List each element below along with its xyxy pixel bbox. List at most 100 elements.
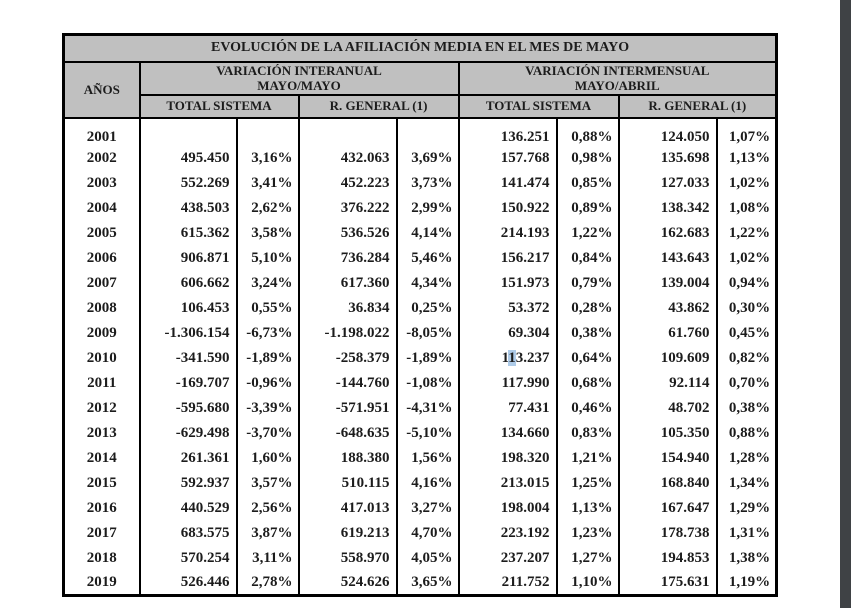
value-cell: 606.662 xyxy=(138,270,238,296)
value-cell: -1.198.022 xyxy=(297,320,398,346)
value-cell: 157.768 xyxy=(457,145,558,171)
percent-cell: 4,05% xyxy=(395,545,460,571)
value-cell: 141.474 xyxy=(457,170,558,196)
interanual-regimen-general-header: R. GENERAL (1) xyxy=(297,93,460,119)
table-row: 2001 136.251 0,88% 124.050 1,07% xyxy=(62,117,778,146)
value-cell xyxy=(297,117,398,146)
percent-cell: 4,14% xyxy=(395,220,460,246)
percent-cell: 3,11% xyxy=(235,545,300,571)
value-cell: -1.306.154 xyxy=(138,320,238,346)
value-cell: 213.015 xyxy=(457,470,558,496)
affiliation-evolution-table: EVOLUCIÓN DE LA AFILIACIÓN MEDIA EN EL M… xyxy=(62,33,779,598)
percent-cell: 0,46% xyxy=(555,395,620,421)
percent-cell: 1,21% xyxy=(555,445,620,471)
percent-cell: 1,29% xyxy=(715,495,778,521)
percent-cell: 3,57% xyxy=(235,470,300,496)
percent-cell: 1,22% xyxy=(555,220,620,246)
percent-cell: -3,39% xyxy=(235,395,300,421)
value-cell: 113.237 xyxy=(457,345,558,371)
value-cell: 432.063 xyxy=(297,145,398,171)
percent-cell: 0,84% xyxy=(555,245,620,271)
value-cell: -648.635 xyxy=(297,420,398,446)
value-cell: 438.503 xyxy=(138,195,238,221)
value-cell: 214.193 xyxy=(457,220,558,246)
text-selection-highlight: 1 xyxy=(508,349,516,366)
year-cell: 2006 xyxy=(62,245,141,271)
vertical-scrollbar[interactable] xyxy=(840,0,851,608)
percent-cell: 3,24% xyxy=(235,270,300,296)
percent-cell: -0,96% xyxy=(235,370,300,396)
year-cell: 2014 xyxy=(62,445,141,471)
value-cell: 167.647 xyxy=(617,495,718,521)
value-cell: -571.951 xyxy=(297,395,398,421)
percent-cell: 1,08% xyxy=(715,195,778,221)
value-cell: 168.840 xyxy=(617,470,718,496)
value-cell: 188.380 xyxy=(297,445,398,471)
percent-cell: 1,02% xyxy=(715,170,778,196)
percent-cell: 0,64% xyxy=(555,345,620,371)
table-row: 2018 570.254 3,11% 558.970 4,05% 237.207 1,27%… xyxy=(62,545,778,571)
percent-cell: 1,38% xyxy=(715,545,778,571)
percent-cell: -3,70% xyxy=(235,420,300,446)
table-row: 2004 438.503 2,62% 376.222 2,99% 150.922 0,89%… xyxy=(62,195,778,221)
percent-cell: 5,46% xyxy=(395,245,460,271)
percent-cell: 1,10% xyxy=(555,570,620,596)
value-cell: 194.853 xyxy=(617,545,718,571)
value-cell: 92.114 xyxy=(617,370,718,396)
table-row: 2006 906.871 5,10% 736.284 5,46% 156.217 0,84%… xyxy=(62,245,778,271)
percent-cell: 0,88% xyxy=(555,117,620,146)
value-cell: 452.223 xyxy=(297,170,398,196)
percent-cell: 3,65% xyxy=(395,570,460,596)
value-cell: 150.922 xyxy=(457,195,558,221)
percent-cell: 1,02% xyxy=(715,245,778,271)
table-row: 2019 526.446 2,78% 524.626 3,65% 211.752 1,10%… xyxy=(62,570,778,596)
value-cell: 53.372 xyxy=(457,295,558,321)
value-cell: 162.683 xyxy=(617,220,718,246)
value-cell: 570.254 xyxy=(138,545,238,571)
value-cell: 376.222 xyxy=(297,195,398,221)
percent-cell: 4,70% xyxy=(395,520,460,546)
percent-cell: -5,10% xyxy=(395,420,460,446)
year-cell: 2004 xyxy=(62,195,141,221)
table-row: 2016 440.529 2,56% 417.013 3,27% 198.004 1,13%… xyxy=(62,495,778,521)
percent-cell: 3,16% xyxy=(235,145,300,171)
value-cell: 43.862 xyxy=(617,295,718,321)
value-cell: 211.752 xyxy=(457,570,558,596)
value-cell: -258.379 xyxy=(297,345,398,371)
year-cell: 2012 xyxy=(62,395,141,421)
intermensual-group-line1: VARIACIÓN INTERMENSUAL xyxy=(525,62,710,78)
intermensual-regimen-general-header: R. GENERAL (1) xyxy=(617,93,778,119)
percent-cell: 3,27% xyxy=(395,495,460,521)
intermensual-total-sistema-header: TOTAL SISTEMA xyxy=(457,93,620,119)
intermensual-group-header: VARIACIÓN INTERMENSUAL MAYO/ABRIL xyxy=(457,60,778,96)
year-cell: 2019 xyxy=(62,570,141,596)
value-cell: 495.450 xyxy=(138,145,238,171)
year-cell: 2013 xyxy=(62,420,141,446)
percent-cell: 3,69% xyxy=(395,145,460,171)
year-cell: 2005 xyxy=(62,220,141,246)
interanual-total-sistema-header: TOTAL SISTEMA xyxy=(138,93,300,119)
intermensual-group-line2: MAYO/ABRIL xyxy=(574,78,660,94)
value-cell: 524.626 xyxy=(297,570,398,596)
value-cell: 198.320 xyxy=(457,445,558,471)
table-row: 2015 592.937 3,57% 510.115 4,16% 213.015 1,25%… xyxy=(62,470,778,496)
table-row: 2003 552.269 3,41% 452.223 3,73% 141.474 0,85%… xyxy=(62,170,778,196)
year-cell: 2001 xyxy=(62,117,141,146)
value-cell: 683.575 xyxy=(138,520,238,546)
percent-cell: -6,73% xyxy=(235,320,300,346)
year-cell: 2016 xyxy=(62,495,141,521)
percent-cell: -4,31% xyxy=(395,395,460,421)
percent-cell: 0,25% xyxy=(395,295,460,321)
table-row: 2009 -1.306.154 -6,73% -1.198.022 -8,05% 69.3… xyxy=(62,320,778,346)
value-cell: 237.207 xyxy=(457,545,558,571)
table-row: 2005 615.362 3,58% 536.526 4,14% 214.193 1,22%… xyxy=(62,220,778,246)
table-title: EVOLUCIÓN DE LA AFILIACIÓN MEDIA EN EL M… xyxy=(62,33,778,63)
value-cell: -169.707 xyxy=(138,370,238,396)
percent-cell: 0,79% xyxy=(555,270,620,296)
value-cell: 61.760 xyxy=(617,320,718,346)
percent-cell xyxy=(395,117,460,146)
percent-cell: 3,87% xyxy=(235,520,300,546)
percent-cell: 3,41% xyxy=(235,170,300,196)
table-row: 2008 106.453 0,55% 36.834 0,25% 53.372 0,28% 43… xyxy=(62,295,778,321)
percent-cell: 1,31% xyxy=(715,520,778,546)
